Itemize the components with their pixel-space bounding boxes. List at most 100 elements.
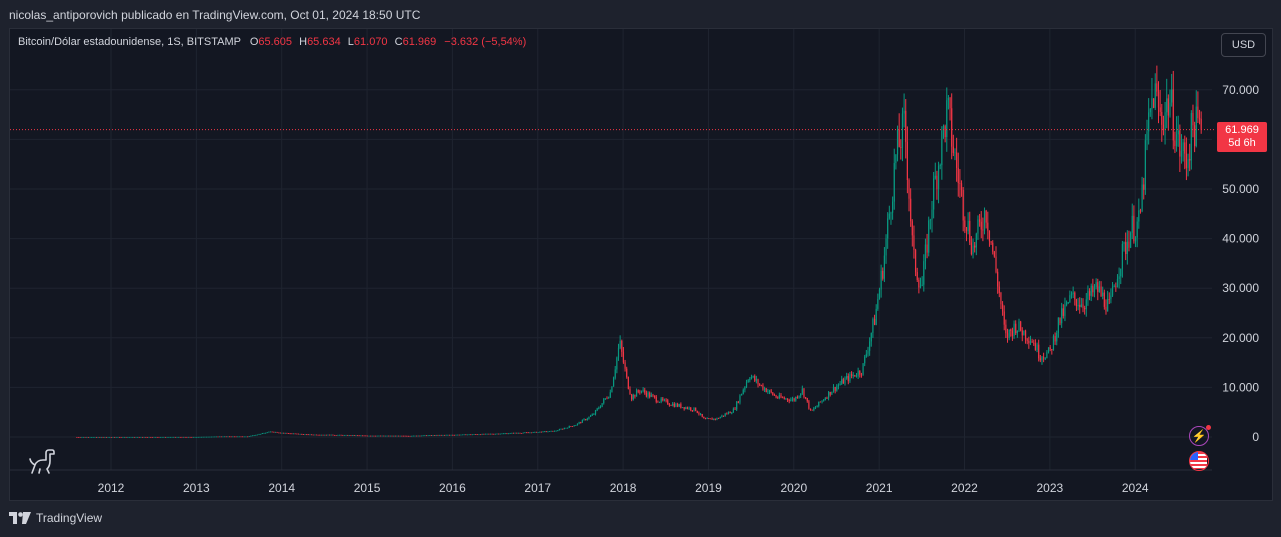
- candle-body: [399, 435, 401, 437]
- candle-body: [1021, 330, 1023, 336]
- symbol-name[interactable]: Bitcoin/Dólar estadounidense, 1S, BITSTA…: [18, 36, 241, 48]
- candle-body: [478, 434, 480, 436]
- chart-panel[interactable]: [9, 28, 1273, 501]
- candle-body: [818, 401, 820, 406]
- candle-body: [114, 436, 116, 438]
- candle-body: [667, 400, 669, 405]
- dino-icon[interactable]: [28, 448, 58, 476]
- candle-body: [993, 251, 995, 257]
- candle-body: [724, 413, 726, 416]
- candle-body: [122, 436, 124, 438]
- candle-body: [855, 376, 858, 377]
- candle-body: [135, 436, 137, 438]
- candle-body: [718, 418, 720, 419]
- candle-body: [604, 398, 606, 400]
- footer-brand[interactable]: TradingView: [9, 511, 102, 525]
- candle-body: [929, 219, 931, 221]
- candle-body: [1134, 237, 1137, 242]
- candle-body: [306, 434, 308, 436]
- candle-body: [596, 408, 598, 411]
- candle-body: [977, 219, 979, 234]
- candle-body: [197, 436, 199, 438]
- candle-body: [1015, 323, 1017, 334]
- close-label: C: [394, 36, 403, 48]
- candle-body: [616, 357, 618, 370]
- candle-body: [204, 436, 206, 438]
- candle-body: [590, 415, 592, 417]
- currency-button[interactable]: USD: [1221, 33, 1266, 57]
- candle-body: [614, 369, 616, 378]
- candle-body: [289, 433, 291, 435]
- candle-body: [404, 435, 406, 437]
- candle-body: [450, 434, 452, 436]
- candle-body: [219, 436, 221, 438]
- candle-body: [721, 415, 723, 417]
- candle-body: [914, 249, 917, 273]
- candle-body: [217, 436, 219, 438]
- candle-body: [545, 431, 547, 433]
- candle-body: [1079, 304, 1081, 308]
- candle-body: [1093, 287, 1096, 293]
- candle-body: [1152, 98, 1155, 108]
- candle-body: [1116, 279, 1119, 288]
- candle-body: [570, 426, 572, 427]
- candle-body: [591, 414, 593, 416]
- candle-body: [110, 436, 112, 438]
- candle-body: [742, 389, 744, 394]
- candle-body: [691, 410, 693, 411]
- candle-body: [1120, 268, 1122, 277]
- candle-body: [603, 399, 605, 404]
- candle-body: [875, 308, 877, 325]
- flash-icon[interactable]: ⚡: [1189, 425, 1211, 446]
- candle-body: [586, 418, 588, 420]
- candle-body: [535, 431, 538, 433]
- candle-body: [465, 434, 467, 436]
- candle-body: [486, 433, 488, 435]
- y-tick-label: 0: [1252, 430, 1259, 444]
- candle-body: [411, 435, 413, 437]
- candle-body: [778, 394, 780, 399]
- candle-body: [846, 376, 848, 379]
- candle-body: [982, 229, 984, 231]
- candle-body: [782, 397, 784, 399]
- candle-body: [668, 404, 670, 406]
- candle-body: [946, 100, 948, 138]
- x-tick-label: 2018: [610, 481, 637, 495]
- candle-body: [138, 436, 140, 438]
- candle-body: [553, 430, 556, 432]
- candle-body: [1090, 285, 1092, 296]
- candle-body: [601, 403, 603, 407]
- candle-body: [112, 436, 114, 438]
- last-price-badge: 61.969 5d 6h: [1217, 122, 1267, 152]
- candle-body: [567, 427, 569, 429]
- candle-body: [443, 434, 446, 436]
- candle-body: [232, 436, 234, 438]
- candle-body: [178, 436, 180, 438]
- candle-body: [1136, 221, 1138, 238]
- candle-body: [146, 436, 149, 438]
- candle-body: [153, 436, 155, 438]
- candle-body: [644, 389, 646, 393]
- candle-body: [844, 378, 846, 384]
- candle-body: [573, 425, 575, 427]
- candle-body: [209, 436, 211, 438]
- candle-body: [1164, 112, 1166, 130]
- candle-body: [887, 218, 889, 239]
- candle-body: [92, 436, 94, 438]
- candle-body: [706, 418, 708, 420]
- us-flag-icon[interactable]: [1189, 451, 1209, 471]
- candle-body: [365, 435, 367, 437]
- candle-body: [473, 434, 475, 436]
- candle-body: [1097, 282, 1099, 292]
- candle-body: [368, 435, 370, 437]
- candle-body: [438, 434, 441, 436]
- candle-body: [544, 431, 546, 433]
- candle-body: [581, 419, 583, 423]
- candle-body: [824, 398, 826, 401]
- x-tick-label: 2016: [439, 481, 466, 495]
- candle-body: [273, 431, 275, 433]
- candle-body: [1148, 112, 1150, 132]
- candle-body: [118, 436, 121, 438]
- candle-body: [522, 432, 524, 434]
